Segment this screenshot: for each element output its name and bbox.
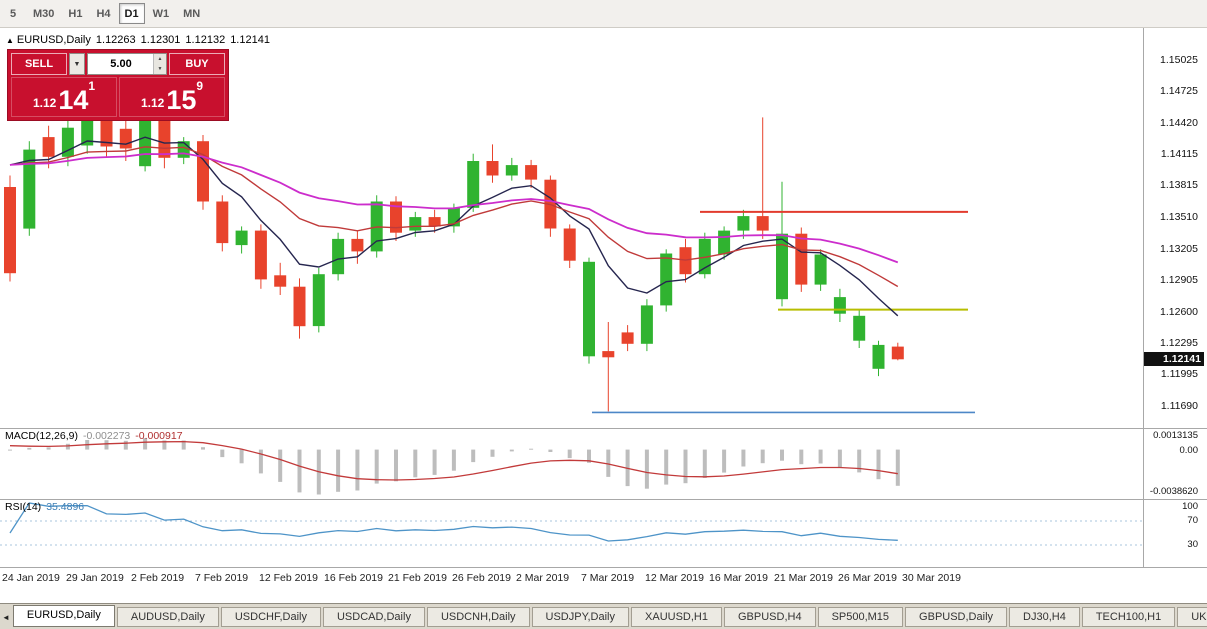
price-axis-label: 1.14420 (1160, 117, 1198, 129)
expand-icon: ▲ (6, 36, 14, 45)
x-axis-date-label: 30 Mar 2019 (902, 572, 961, 584)
price-chart-canvas[interactable] (0, 28, 1143, 428)
tabs-scroll-left-icon[interactable]: ◄ (2, 607, 10, 627)
chart-tab-dj30-h4[interactable]: DJ30,H4 (1009, 607, 1080, 627)
volume-down-icon[interactable]: ▼ (154, 64, 166, 74)
panel-divider (0, 428, 1207, 429)
sell-price-big: 14 (58, 85, 89, 115)
timeframe-button-5[interactable]: 5 (1, 3, 25, 24)
volume-spinner: ▲ ▼ (153, 54, 166, 74)
price-axis-label: 1.15025 (1160, 54, 1198, 66)
buy-price-sup: 9 (196, 79, 204, 93)
ohlc-close: 1.12141 (230, 34, 270, 46)
sell-price-display[interactable]: 1.12 14 1 (11, 77, 117, 117)
x-axis-date-label: 2 Feb 2019 (131, 572, 185, 584)
buy-price-display[interactable]: 1.12 15 9 (119, 77, 225, 117)
current-price-badge: 1.12141 (1144, 352, 1204, 366)
chart-tab-audusd-daily[interactable]: AUDUSD,Daily (116, 607, 219, 627)
rsi-axis-70-label: 70 (1187, 515, 1198, 526)
chart-tab-eurusd-daily[interactable]: EURUSD,Daily (12, 605, 115, 627)
chart-tab-usdcnh-daily[interactable]: USDCNH,Daily (426, 607, 530, 627)
x-axis-date-label: 12 Mar 2019 (645, 572, 704, 584)
x-axis-date-label: 2 Mar 2019 (516, 572, 570, 584)
buy-button[interactable]: BUY (169, 53, 225, 75)
buy-price-prefix: 1.12 (140, 96, 165, 110)
price-axis-label: 1.14115 (1160, 148, 1198, 160)
ohlc-open: 1.12263 (95, 34, 136, 46)
price-axis-label: 1.11995 (1160, 368, 1198, 380)
macd-indicator-label: MACD(12,26,9) -0.002273 -0.000917 (5, 430, 183, 442)
chart-tab-sp500-m15[interactable]: SP500,M15 (817, 607, 904, 627)
x-axis-date-label: 24 Jan 2019 (2, 572, 60, 584)
timeframe-button-m30[interactable]: M30 (27, 3, 60, 24)
chart-tab-usdcad-daily[interactable]: USDCAD,Daily (322, 607, 425, 627)
ohlc-high: 1.12301 (140, 34, 181, 46)
price-axis-label: 1.13815 (1160, 179, 1198, 191)
sell-button[interactable]: SELL (11, 53, 67, 75)
macd-axis-zero-label: 0.00 (1179, 445, 1199, 456)
chart-symbol-label: EURUSD,Daily (16, 34, 91, 46)
rsi-axis-100-label: 100 (1182, 501, 1198, 512)
x-axis-date-label: 16 Mar 2019 (709, 572, 768, 584)
timeframe-button-d1[interactable]: D1 (118, 3, 145, 24)
chart-tabbar: ◄ EURUSD,Daily AUDUSD,Daily USDCHF,Daily USD… (0, 603, 1207, 629)
x-axis-date-label: 12 Feb 2019 (259, 572, 318, 584)
x-axis-date-label: 21 Mar 2019 (774, 572, 833, 584)
sell-price-prefix: 1.12 (32, 96, 57, 110)
buy-price-big: 15 (166, 85, 197, 115)
timeframe-button-h4[interactable]: H4 (90, 3, 116, 24)
price-axis-label: 1.11690 (1160, 400, 1198, 412)
price-axis-label: 1.14725 (1160, 85, 1198, 97)
timeframe-button-h1[interactable]: H1 (62, 3, 88, 24)
x-axis-date-label: 21 Feb 2019 (388, 572, 447, 584)
price-axis-label: 1.13205 (1160, 243, 1198, 255)
x-axis-date-label: 7 Feb 2019 (195, 572, 249, 584)
x-axis-date-label: 26 Mar 2019 (838, 572, 897, 584)
price-axis-label: 1.13510 (1160, 211, 1198, 223)
volume-input[interactable] (88, 54, 166, 74)
chart-tab-usdchf-daily[interactable]: USDCHF,Daily (220, 607, 321, 627)
macd-panel-canvas[interactable] (0, 428, 1143, 499)
ohlc-low: 1.12132 (185, 34, 226, 46)
price-axis-border (1143, 28, 1144, 567)
rsi-panel-canvas[interactable] (0, 499, 1143, 567)
chart-tab-tech100-h1[interactable]: TECH100,H1 (1081, 607, 1176, 627)
timeframe-button-w1[interactable]: W1 (147, 3, 176, 24)
volume-up-icon[interactable]: ▲ (154, 54, 166, 64)
chart-tab-gbpusd-daily[interactable]: GBPUSD,Daily (905, 607, 1008, 627)
rsi-axis-30-label: 30 (1187, 539, 1198, 550)
price-axis-label: 1.12600 (1160, 306, 1198, 318)
price-axis-label: 1.12295 (1160, 337, 1198, 349)
chart-tab-gbpusd-h4[interactable]: GBPUSD,H4 (723, 607, 816, 627)
price-axis-label: 1.12905 (1160, 274, 1198, 286)
chart-title: ▲ EURUSD,Daily 1.12263 1.12301 1.12132 1.1214… (6, 34, 275, 46)
timeframe-toolbar: 5 M30 H1 H4 D1 W1 MN (0, 0, 1207, 28)
timeframe-button-mn[interactable]: MN (177, 3, 206, 24)
x-axis-date-label: 16 Feb 2019 (324, 572, 383, 584)
x-axis-date-label: 7 Mar 2019 (581, 572, 635, 584)
chart-tab-uk[interactable]: UK (1177, 607, 1207, 627)
rsi-indicator-label: RSI(14) 35.4896 (5, 501, 85, 513)
chart-tab-usdjpy-daily[interactable]: USDJPY,Daily (531, 607, 630, 627)
panel-divider (0, 499, 1207, 500)
sell-price-sup: 1 (88, 79, 96, 93)
macd-axis-max-label: 0.0013135 (1153, 430, 1198, 441)
x-axis-date-label: 29 Jan 2019 (66, 572, 124, 584)
volume-field: ▲ ▼ (87, 53, 167, 75)
sell-dropdown-icon[interactable]: ▼ (69, 53, 85, 75)
macd-axis-min-label: -0.0038620 (1149, 486, 1198, 497)
x-axis-date-label: 26 Feb 2019 (452, 572, 511, 584)
chart-tab-xauusd-h1[interactable]: XAUUSD,H1 (631, 607, 722, 627)
chart-region: ▲ EURUSD,Daily 1.12263 1.12301 1.12132 1.1214… (0, 28, 1207, 603)
panel-divider (0, 567, 1207, 568)
